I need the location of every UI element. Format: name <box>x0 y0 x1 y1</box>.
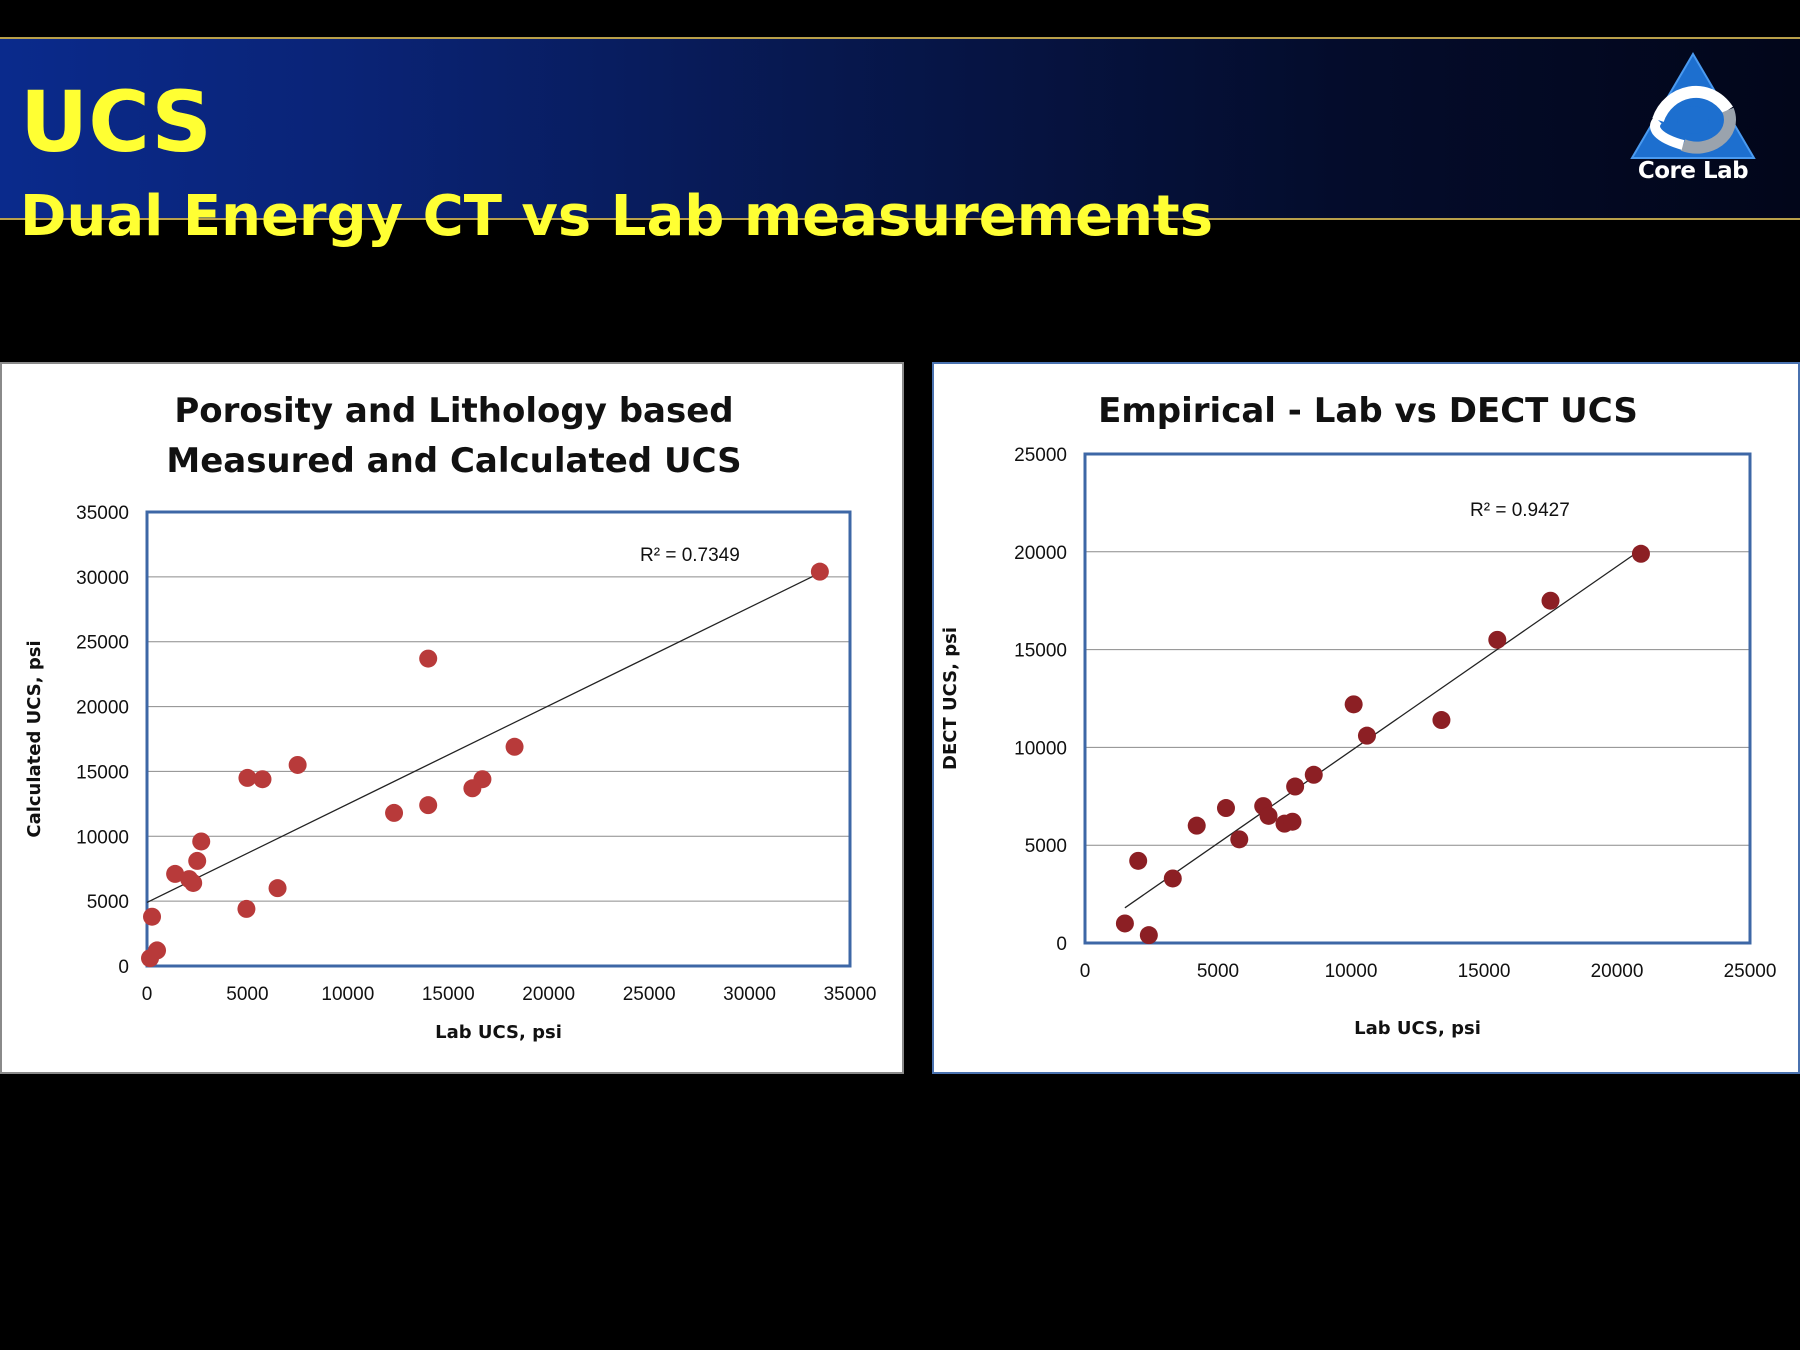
data-point <box>505 737 524 756</box>
data-point <box>810 562 829 581</box>
x-tick-label: 5000 <box>226 984 268 1005</box>
y-tick-label: 30000 <box>76 568 129 589</box>
page-title: UCS <box>20 73 212 171</box>
y-tick-label: 5000 <box>1025 836 1067 857</box>
scatter-chart-porosity-lithology: Porosity and Lithology based Measured and… <box>24 391 877 1043</box>
y-tick-label: 0 <box>118 957 129 978</box>
chart-title-line: Measured and Calculated UCS <box>166 441 741 481</box>
y-tick-label: 25000 <box>76 633 129 654</box>
data-point <box>1283 812 1302 831</box>
x-tick-label: 0 <box>1080 961 1091 982</box>
data-point <box>1163 869 1182 888</box>
y-tick-label: 15000 <box>76 762 129 783</box>
plot-area-border <box>145 510 852 968</box>
data-point <box>288 755 307 774</box>
y-tick-label: 20000 <box>1014 543 1067 564</box>
logo-wordmark: Core Lab <box>1637 158 1749 184</box>
y-tick-label: 5000 <box>87 892 129 913</box>
data-point <box>419 796 438 815</box>
data-point <box>148 941 167 960</box>
data-point <box>166 864 185 883</box>
data-point <box>1304 765 1323 784</box>
x-tick-label: 15000 <box>422 984 475 1005</box>
data-point <box>1432 711 1451 730</box>
y-tick-label: 25000 <box>1014 445 1067 466</box>
data-point <box>1357 726 1376 745</box>
y-tick-label: 10000 <box>1014 738 1067 759</box>
x-tick-label: 30000 <box>723 984 776 1005</box>
y-axis-label: DECT UCS, psi <box>940 627 961 770</box>
data-point <box>1139 926 1158 945</box>
r-squared-annotation: R² = 0.9427 <box>1470 500 1570 521</box>
y-tick-label: 20000 <box>76 698 129 719</box>
x-tick-label: 20000 <box>1591 961 1644 982</box>
data-point <box>253 770 272 789</box>
x-axis-label: Lab UCS, psi <box>435 1022 562 1043</box>
x-tick-label: 5000 <box>1197 961 1239 982</box>
data-point <box>1488 630 1507 649</box>
y-tick-label: 15000 <box>1014 641 1067 662</box>
data-point <box>419 649 438 668</box>
x-axis-label: Lab UCS, psi <box>1354 1018 1481 1039</box>
data-point <box>1187 816 1206 835</box>
y-tick-label: 0 <box>1056 934 1067 955</box>
scatter-chart-empirical: Empirical - Lab vs DECT UCS 0 5000 10000 150… <box>940 391 1777 1039</box>
data-point <box>192 832 211 851</box>
plot-area-border <box>1083 452 1752 945</box>
x-tick-label: 35000 <box>824 984 877 1005</box>
corelab-triangle-icon <box>1630 52 1756 159</box>
chart-title-line: Porosity and Lithology based <box>174 391 733 431</box>
data-point <box>1115 914 1134 933</box>
data-point <box>268 879 287 898</box>
r-squared-annotation: R² = 0.7349 <box>640 545 740 566</box>
x-tick-label: 0 <box>142 984 153 1005</box>
data-point <box>238 768 257 787</box>
x-tick-label: 10000 <box>321 984 374 1005</box>
trendline <box>1124 547 1644 909</box>
data-point <box>473 770 492 789</box>
data-point <box>1216 799 1235 818</box>
data-point <box>188 851 207 870</box>
chart-title-line: Empirical - Lab vs DECT UCS <box>1098 391 1638 431</box>
data-point <box>237 899 256 918</box>
chart-panel-left: Porosity and Lithology based Measured and… <box>0 362 904 1074</box>
x-tick-label: 25000 <box>1724 961 1777 982</box>
data-point <box>143 907 162 926</box>
data-point <box>1344 695 1363 714</box>
trendline <box>146 572 821 904</box>
x-tick-label: 10000 <box>1325 961 1378 982</box>
data-point <box>1286 777 1305 796</box>
x-tick-label: 15000 <box>1458 961 1511 982</box>
x-tick-label: 20000 <box>522 984 575 1005</box>
data-point <box>1631 544 1650 563</box>
x-tick-label: 25000 <box>623 984 676 1005</box>
data-point <box>1259 806 1278 825</box>
data-point <box>1541 591 1560 610</box>
title-banner: UCS Dual Energy CT vs Lab measurements <box>0 37 1800 249</box>
data-point <box>180 870 199 889</box>
y-tick-label: 35000 <box>76 503 129 524</box>
data-point <box>385 803 404 822</box>
data-point <box>1129 851 1148 870</box>
chart-panel-right: Empirical - Lab vs DECT UCS 0 5000 10000 150… <box>932 362 1800 1074</box>
data-point <box>1230 830 1249 849</box>
page-subtitle: Dual Energy CT vs Lab measurements <box>20 184 1214 249</box>
y-axis-label: Calculated UCS, psi <box>24 640 45 837</box>
y-tick-label: 10000 <box>76 827 129 848</box>
